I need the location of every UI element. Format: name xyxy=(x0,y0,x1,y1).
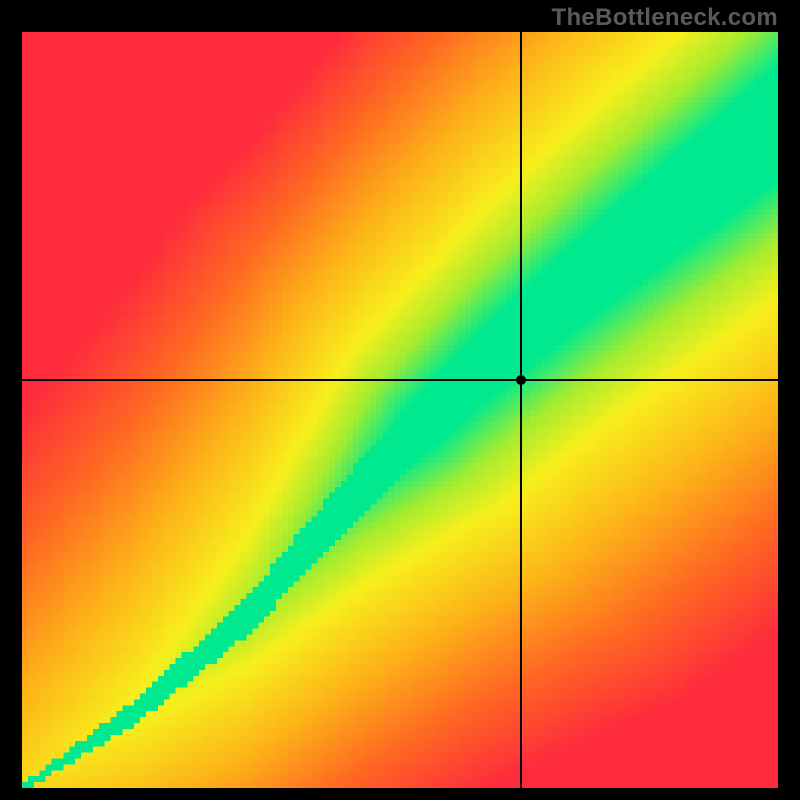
crosshair-marker xyxy=(516,375,526,385)
chart-container: TheBottleneck.com xyxy=(0,0,800,800)
watermark-text: TheBottleneck.com xyxy=(552,4,778,32)
crosshair-vertical xyxy=(520,32,522,788)
crosshair-horizontal xyxy=(22,379,778,381)
bottleneck-heatmap xyxy=(22,32,778,788)
